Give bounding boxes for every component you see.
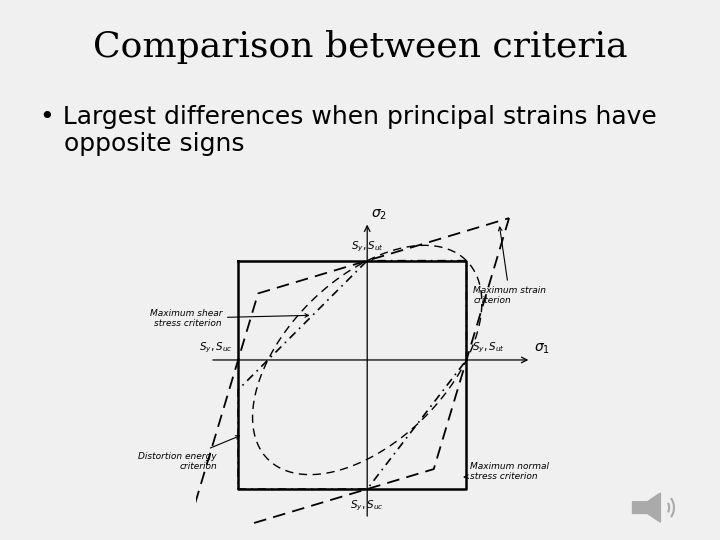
Text: Maximum strain
criterion: Maximum strain criterion xyxy=(473,227,546,305)
Text: Maximum normal
stress criterion: Maximum normal stress criterion xyxy=(464,462,549,481)
Text: $S_y, S_{ut}$: $S_y, S_{ut}$ xyxy=(472,341,505,355)
Text: Comparison between criteria: Comparison between criteria xyxy=(93,30,627,64)
Text: $\sigma_1$: $\sigma_1$ xyxy=(534,342,550,356)
Text: $S_y, S_{uc}$: $S_y, S_{uc}$ xyxy=(199,341,232,355)
Text: Distortion energy
criterion: Distortion energy criterion xyxy=(138,436,239,471)
Text: Maximum shear
stress criterion: Maximum shear stress criterion xyxy=(150,308,309,328)
Text: opposite signs: opposite signs xyxy=(40,132,244,156)
Text: • Largest differences when principal strains have: • Largest differences when principal str… xyxy=(40,105,657,129)
Text: $S_y, S_{ut}$: $S_y, S_{ut}$ xyxy=(351,239,384,254)
Text: $\sigma_2$: $\sigma_2$ xyxy=(372,207,387,222)
Polygon shape xyxy=(633,493,660,522)
Text: $S_y, S_{uc}$: $S_y, S_{uc}$ xyxy=(351,499,384,514)
